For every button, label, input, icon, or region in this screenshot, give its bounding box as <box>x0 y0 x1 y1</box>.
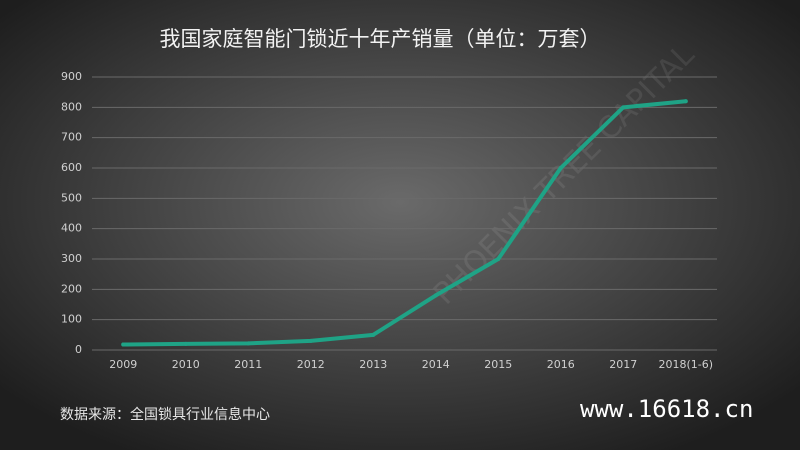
source-note: 数据来源：全国锁具行业信息中心 <box>60 406 270 423</box>
data-point <box>308 338 313 343</box>
data-point <box>433 293 438 298</box>
data-point <box>496 257 501 261</box>
y-tick-label: 0 <box>75 343 82 356</box>
y-tick-label: 400 <box>61 222 82 235</box>
x-tick-label: 2012 <box>297 358 325 371</box>
y-tick-label: 500 <box>61 191 82 204</box>
x-tick-label: 2011 <box>234 358 262 371</box>
data-point <box>183 341 188 346</box>
data-point <box>246 341 251 346</box>
y-tick-label: 900 <box>61 70 82 83</box>
data-point <box>121 342 126 347</box>
data-point <box>621 105 626 110</box>
data-point <box>558 166 563 170</box>
x-tick-label: 2013 <box>359 358 387 371</box>
x-tick-label: 2014 <box>422 358 450 371</box>
watermark: www.16618.cn <box>580 395 753 423</box>
data-point <box>683 99 688 104</box>
y-tick-label: 100 <box>61 313 82 326</box>
data-point <box>371 332 376 337</box>
x-tick-label: 2009 <box>109 358 137 371</box>
y-tick-label: 300 <box>61 252 82 265</box>
x-tick-label: 2010 <box>172 358 200 371</box>
x-tick-label: 2016 <box>547 358 575 371</box>
x-tick-label: 2018(1-6) <box>658 358 713 371</box>
y-tick-label: 700 <box>61 131 82 144</box>
y-tick-label: 600 <box>61 161 82 174</box>
x-tick-label: 2015 <box>484 358 512 371</box>
data-line <box>121 99 688 347</box>
y-tick-label: 200 <box>61 282 82 295</box>
y-tick-label: 800 <box>61 100 82 113</box>
x-tick-label: 2017 <box>609 358 637 371</box>
chart-title: 我国家庭智能门锁近十年产销量（单位：万套） <box>160 27 601 51</box>
